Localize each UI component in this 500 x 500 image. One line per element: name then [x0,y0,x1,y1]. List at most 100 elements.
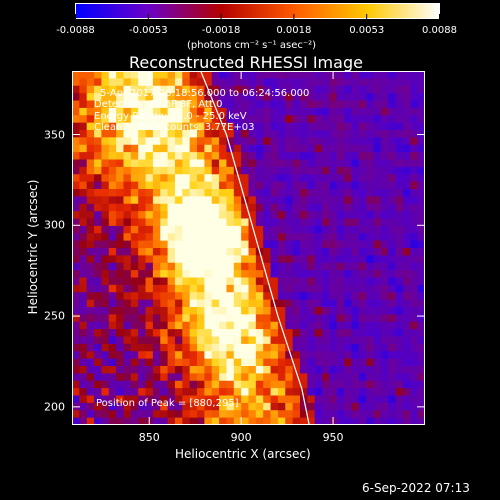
heatmap-cell [226,93,235,102]
heatmap-cell [410,233,419,242]
heatmap-cell [241,402,250,411]
heatmap-cell [380,93,389,102]
heatmap-cell [402,100,411,109]
heatmap-cell [292,218,301,227]
heatmap-cell [145,100,154,109]
heatmap-cell [101,218,110,227]
heatmap-cell [108,181,117,190]
heatmap-cell [189,159,198,168]
heatmap-cell [336,270,345,279]
heatmap-cell [145,107,154,116]
heatmap-cell [358,277,367,286]
heatmap-cell [189,395,198,404]
heatmap-cell [233,380,242,389]
heatmap-cell [366,181,375,190]
heatmap-cell [79,248,88,256]
heatmap-cell [226,388,235,397]
heatmap-cell [358,85,367,94]
heatmap-cell [402,284,411,293]
heatmap-cell [329,321,338,330]
heatmap-cell [255,240,264,249]
heatmap-cell [263,203,272,212]
heatmap-cell [101,314,110,323]
heatmap-cell [358,307,367,315]
heatmap-cell [329,329,338,338]
heatmap-cell [160,358,169,367]
heatmap-cell [248,395,257,404]
heatmap-cell [410,189,419,197]
heatmap-cell [152,107,161,116]
heatmap-cell [307,314,316,323]
heatmap-cell [108,144,117,153]
heatmap-cell [395,144,404,153]
heatmap-cell [277,284,286,293]
heatmap-cell [72,78,80,87]
heatmap-cell [307,262,316,271]
heatmap-cell [255,307,264,315]
heatmap-cell [373,218,382,227]
heatmap-cell [336,144,345,153]
heatmap-cell [388,270,397,279]
heatmap-cell [307,78,316,87]
heatmap-cell [402,174,411,183]
heatmap-cell [197,410,205,419]
heatmap-cell [336,358,345,367]
heatmap-cell [167,122,176,131]
heatmap-cell [299,417,308,425]
heatmap-cell [395,93,404,102]
heatmap-cell [322,321,330,330]
heatmap-cell [233,343,242,352]
heatmap-cell [189,307,198,315]
heatmap-cell [233,410,242,419]
heatmap-cell [402,107,411,116]
heatmap-cell [116,130,125,138]
heatmap-cell [410,130,419,138]
heatmap-cell [329,225,338,234]
heatmap-cell [329,78,338,87]
heatmap-cell [101,107,110,116]
heatmap-cell [285,292,294,301]
heatmap-cell [314,225,323,234]
heatmap-cell [101,336,110,345]
heatmap-cell [101,402,110,411]
heatmap-cell [410,329,419,338]
heatmap-cell [160,196,169,205]
heatmap-cell [94,277,103,286]
heatmap-cell [211,277,220,286]
heatmap-cell [322,203,330,212]
heatmap-cell [263,152,272,161]
heatmap-cell [79,366,88,374]
heatmap-cell [116,93,125,102]
heatmap-cell [329,351,338,360]
heatmap-cell [410,270,419,279]
heatmap-cell [417,292,425,301]
heatmap-cell [380,233,389,242]
heatmap-cell [145,159,154,168]
heatmap-cell [336,211,345,220]
heatmap-cell [417,144,425,153]
heatmap-cell [86,307,95,315]
heatmap-cell [211,358,220,367]
heatmap-cell [138,410,147,419]
heatmap-cell [314,211,323,220]
heatmap-cell [336,181,345,190]
heatmap-cell [277,174,286,183]
heatmap-cell [292,93,301,102]
heatmap-cell [101,262,110,271]
colorbar-tick-label: -0.0018 [201,25,241,36]
heatmap-cell [314,233,323,242]
heatmap-cell [307,277,316,286]
heatmap-cell [94,233,103,242]
heatmap-cell [219,262,228,271]
heatmap-cell [270,211,279,220]
heatmap-cell [211,144,220,153]
heatmap-cell [248,115,257,124]
heatmap-cell [145,93,154,102]
heatmap-cell [270,137,279,146]
heatmap-cell [138,107,147,116]
heatmap-cell [86,255,95,264]
heatmap-cell [277,417,286,425]
heatmap-cell [380,211,389,220]
heatmap-cell [270,402,279,411]
heatmap-cell [241,373,250,382]
